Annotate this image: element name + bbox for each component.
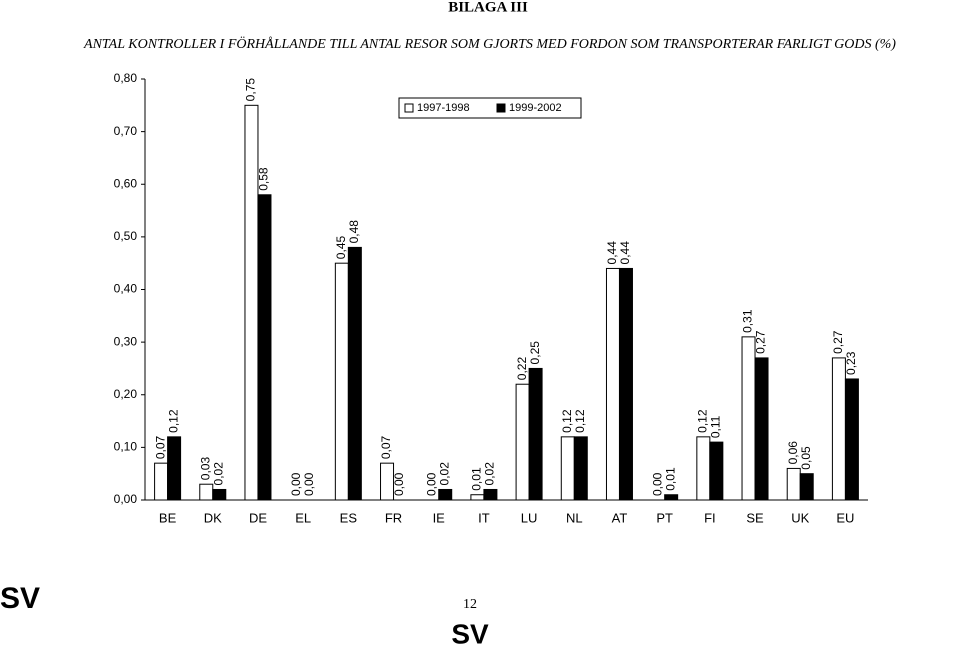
value-label: 0,02 [483, 462, 497, 486]
value-label: 0,75 [244, 78, 258, 102]
value-label: 0,12 [166, 409, 180, 433]
y-tick-label: 0,80 [114, 71, 138, 85]
x-tick-label: IE [433, 510, 446, 525]
bar [844, 378, 859, 501]
value-label: 0,22 [515, 357, 529, 381]
bar [786, 467, 801, 501]
value-label: 0,06 [786, 441, 800, 465]
bar [799, 473, 814, 501]
value-label: 0,48 [347, 220, 361, 244]
x-tick-label: PT [656, 510, 673, 525]
value-label: 0,31 [741, 309, 755, 333]
footer-language: SV [0, 582, 40, 615]
y-tick-label: 0,20 [114, 387, 138, 401]
value-label: 0,27 [831, 330, 845, 354]
bar [483, 488, 498, 501]
y-tick-label: 0,10 [114, 440, 138, 454]
x-tick-label: BE [159, 510, 177, 525]
bar [380, 462, 395, 501]
legend-swatch [496, 103, 506, 113]
bar [334, 262, 349, 501]
value-label: 0,00 [650, 472, 664, 496]
bar [754, 357, 769, 501]
y-tick-label: 0,70 [114, 124, 138, 138]
value-label: 0,05 [799, 446, 813, 470]
value-label: 0,23 [844, 351, 858, 375]
x-tick-label: AT [612, 510, 628, 525]
x-tick-label: DE [249, 510, 267, 525]
bar [618, 267, 633, 501]
value-label: 0,00 [289, 472, 303, 496]
bar [244, 104, 259, 501]
x-tick-label: UK [791, 510, 809, 525]
bar [741, 336, 756, 501]
value-label: 0,02 [211, 462, 225, 486]
legend-label: 1997-1998 [417, 102, 470, 114]
bar [573, 436, 588, 501]
value-label: 0,01 [663, 467, 677, 491]
bar [515, 383, 530, 501]
value-label: 0,00 [424, 472, 438, 496]
x-tick-label: IT [478, 510, 490, 525]
value-label: 0,58 [257, 167, 271, 191]
x-tick-label: FI [704, 510, 716, 525]
x-tick-label: DK [204, 510, 222, 525]
bar [470, 494, 485, 501]
bar [560, 436, 575, 501]
value-label: 0,11 [709, 415, 723, 438]
chart-title: ANTAL KONTROLLER I FÖRHÅLLANDE TILL ANTA… [83, 35, 896, 52]
x-tick-label: LU [521, 510, 538, 525]
value-label: 0,01 [470, 467, 484, 491]
bar [709, 441, 724, 501]
x-tick-label: EU [836, 510, 854, 525]
bar [605, 267, 620, 501]
x-tick-label: SE [746, 510, 764, 525]
value-label: 0,44 [605, 241, 619, 265]
y-tick-label: 0,60 [114, 176, 138, 190]
bar [167, 436, 182, 501]
annex-header: BILAGA III [448, 0, 528, 15]
bar [696, 436, 711, 501]
value-label: 0,00 [392, 472, 406, 496]
y-tick-label: 0,50 [114, 229, 138, 243]
bar [154, 462, 169, 501]
y-tick-label: 0,40 [114, 282, 138, 296]
value-label: 0,07 [153, 435, 167, 459]
bar [664, 494, 679, 501]
value-label: 0,12 [573, 409, 587, 433]
value-label: 0,03 [198, 457, 212, 481]
legend-frame [398, 97, 582, 119]
legend-swatch [404, 103, 414, 113]
bar [831, 357, 846, 501]
value-label: 0,00 [302, 472, 316, 496]
value-label: 0,27 [754, 330, 768, 354]
bar [257, 194, 272, 501]
value-label: 0,12 [696, 409, 710, 433]
bar [528, 367, 543, 501]
value-label: 0,07 [379, 435, 393, 459]
footer-language-bottom: SV [451, 618, 489, 648]
y-tick-label: 0,30 [114, 334, 138, 348]
page-number: 12 [463, 597, 477, 612]
value-label: 0,02 [437, 462, 451, 486]
x-tick-label: ES [340, 510, 358, 525]
legend-label: 1999-2002 [509, 102, 562, 114]
x-tick-label: EL [295, 510, 311, 525]
bar [199, 483, 214, 501]
value-label: 0,44 [618, 241, 632, 265]
bar [438, 488, 453, 501]
x-tick-label: NL [566, 510, 583, 525]
bar [347, 246, 362, 501]
y-tick-label: 0,00 [114, 492, 138, 506]
value-label: 0,25 [528, 341, 542, 365]
value-label: 0,12 [560, 409, 574, 433]
bar [212, 488, 227, 501]
x-tick-label: FR [385, 510, 402, 525]
value-label: 0,45 [334, 236, 348, 260]
